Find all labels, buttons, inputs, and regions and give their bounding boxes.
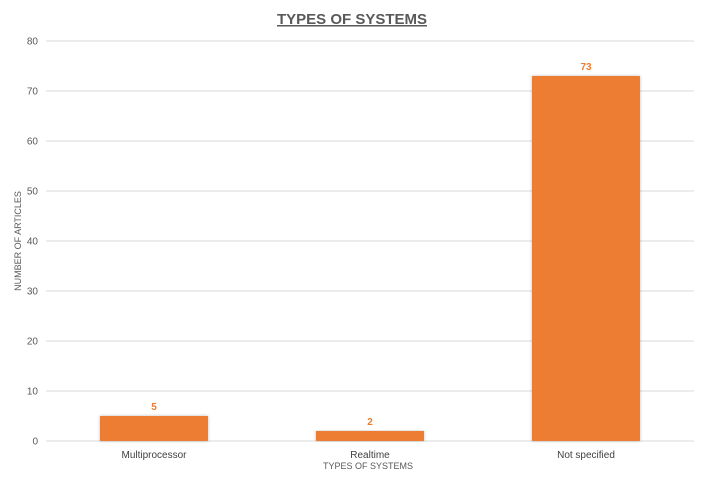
gridlines [46,40,694,442]
x-tick-label: Not specified [557,450,615,461]
bar-multiprocessor [100,416,208,441]
y-tick-label: 60 [27,137,39,148]
y-tick-label: 50 [27,187,39,198]
y-axis-title: NUMBER OF ARTICLES [13,191,23,291]
y-tick-label: 30 [27,287,39,298]
y-tick-label: 20 [27,337,39,348]
chart-title: TYPES OF SYSTEMS [277,11,427,28]
bar-realtime [316,431,424,441]
y-tick-label: 10 [27,387,39,398]
y-tick-label: 70 [27,87,39,98]
data-label: 73 [580,62,592,73]
data-label: 2 [367,417,373,428]
y-tick-label: 80 [27,37,39,48]
y-tick-label: 40 [27,237,39,248]
x-tick-label: Realtime [350,450,390,461]
x-axis-ticks: Multiprocessor Realtime Not specified [121,450,614,461]
y-axis-ticks: 0 10 20 30 40 50 60 70 80 [27,37,39,448]
y-tick-label: 0 [32,437,38,448]
bar-not-specified [532,76,640,441]
x-tick-label: Multiprocessor [121,450,187,461]
x-axis-title: TYPES OF SYSTEMS [323,461,413,471]
data-labels: 5 2 73 [151,62,592,428]
data-label: 5 [151,402,157,413]
bars [100,76,640,441]
